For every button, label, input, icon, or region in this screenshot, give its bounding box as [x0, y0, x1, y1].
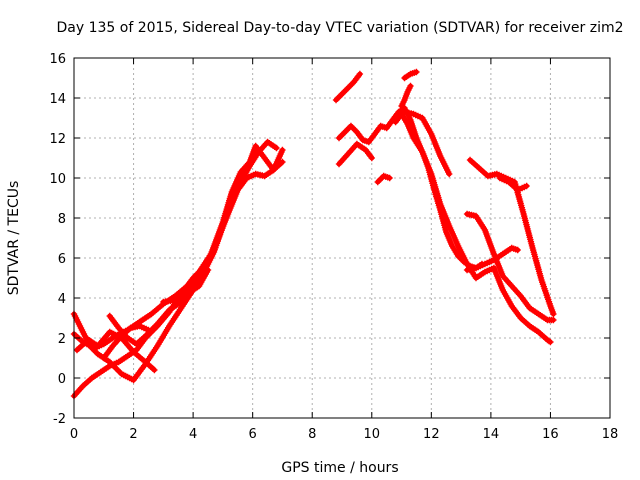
data-point-marker: [407, 82, 414, 90]
chart-title: Day 135 of 2015, Sidereal Day-to-day VTE…: [57, 20, 624, 36]
data-point-marker: [550, 316, 557, 324]
series-track-16: [463, 210, 557, 324]
y-tick-label: 14: [49, 92, 66, 107]
series-track-4: [70, 310, 158, 374]
data-point-marker: [204, 266, 212, 274]
data-point-marker: [279, 146, 286, 154]
y-tick-label: 8: [58, 212, 66, 227]
y-tick-label: 10: [49, 172, 66, 187]
series-track-3: [73, 138, 280, 384]
data-point-marker: [514, 246, 521, 254]
y-tick-label: 16: [49, 52, 66, 67]
series-track-17: [463, 244, 521, 274]
series-track-18: [466, 156, 557, 318]
x-tick-label: 14: [483, 427, 500, 442]
y-tick-label: -2: [53, 412, 66, 427]
series-track-19: [496, 174, 530, 194]
data-point-marker: [356, 70, 364, 78]
y-axis-label: SDTVAR / TECUs: [6, 181, 22, 296]
series-track-2: [70, 158, 286, 400]
data-point-marker: [413, 68, 420, 76]
x-tick-label: 6: [249, 427, 257, 442]
y-tick-label: 2: [58, 332, 66, 347]
x-tick-label: 16: [542, 427, 559, 442]
y-tick-label: 4: [58, 292, 66, 307]
data-point-marker: [273, 144, 280, 152]
series-track-10: [335, 140, 375, 168]
x-tick-label: 2: [129, 427, 137, 442]
data-point-marker: [386, 174, 393, 182]
data-point-marker: [523, 182, 530, 190]
x-tick-label: 8: [308, 427, 316, 442]
series-track-14: [398, 82, 414, 110]
y-tick-label: 6: [58, 252, 66, 267]
x-axis-label: GPS time / hours: [281, 460, 398, 476]
data-point-marker: [550, 310, 557, 318]
data-point-marker: [145, 326, 152, 334]
axis-ticks: 0 2 4 6 8 10 12 14 16 18 -2 0 2 4 6 8 10 12 14 16: [49, 52, 618, 442]
series-track-7: [160, 266, 212, 306]
data-point-marker: [279, 158, 286, 166]
data-point-marker: [446, 170, 453, 178]
x-tick-label: 10: [364, 427, 381, 442]
plot-frame: [73, 57, 611, 419]
series-track-11: [374, 172, 393, 186]
series-track-13: [401, 108, 453, 178]
x-tick-label: 18: [602, 427, 619, 442]
series-track-8: [332, 70, 364, 104]
y-tick-label: 0: [58, 372, 66, 387]
series-track-15: [401, 68, 420, 82]
x-tick-label: 0: [70, 427, 78, 442]
y-tick-label: 12: [49, 132, 66, 147]
data-point-marker: [368, 154, 375, 162]
series-track-6: [100, 322, 152, 362]
data-point-marker: [151, 366, 158, 374]
x-tick-label: 4: [189, 427, 197, 442]
data-point-marker: [547, 338, 554, 346]
x-tick-label: 12: [423, 427, 440, 442]
data-series: [70, 68, 557, 400]
